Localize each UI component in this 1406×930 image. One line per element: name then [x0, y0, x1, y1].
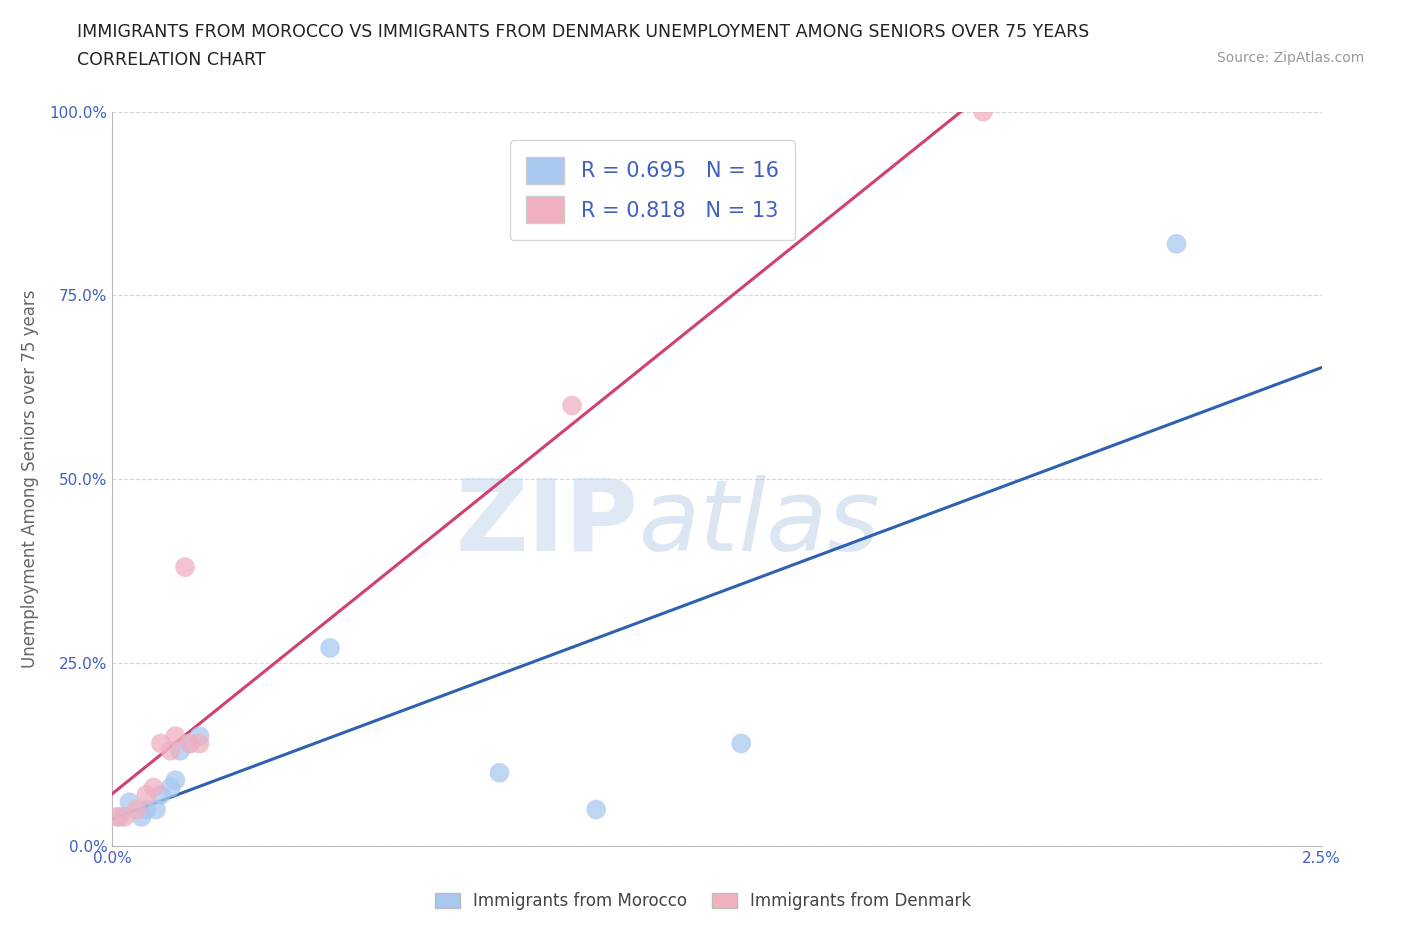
Point: [561, 398, 583, 413]
Legend: R = 0.695   N = 16, R = 0.818   N = 13: R = 0.695 N = 16, R = 0.818 N = 13: [510, 140, 796, 240]
Point: [159, 743, 181, 758]
Point: [135, 802, 157, 817]
Point: [149, 788, 172, 803]
Point: [585, 802, 607, 817]
Point: [145, 802, 167, 817]
Text: Source: ZipAtlas.com: Source: ZipAtlas.com: [1216, 51, 1364, 65]
Point: [188, 729, 211, 744]
Legend: Immigrants from Morocco, Immigrants from Denmark: Immigrants from Morocco, Immigrants from…: [427, 885, 979, 917]
Point: [142, 780, 165, 795]
Point: [179, 736, 201, 751]
Point: [179, 736, 201, 751]
Point: [118, 795, 141, 810]
Point: [135, 788, 157, 803]
Point: [165, 773, 187, 788]
Point: [488, 765, 510, 780]
Point: [108, 809, 131, 824]
Y-axis label: Unemployment Among Seniors over 75 years: Unemployment Among Seniors over 75 years: [21, 290, 38, 668]
Text: atlas: atlas: [638, 474, 880, 572]
Point: [174, 560, 197, 575]
Text: CORRELATION CHART: CORRELATION CHART: [77, 51, 266, 69]
Point: [1166, 236, 1188, 251]
Point: [730, 736, 752, 751]
Point: [114, 809, 136, 824]
Text: IMMIGRANTS FROM MOROCCO VS IMMIGRANTS FROM DENMARK UNEMPLOYMENT AMONG SENIORS OV: IMMIGRANTS FROM MOROCCO VS IMMIGRANTS FR…: [77, 23, 1090, 41]
Point: [319, 641, 342, 656]
Point: [131, 809, 153, 824]
Point: [169, 743, 191, 758]
Point: [165, 729, 187, 744]
Point: [149, 736, 172, 751]
Point: [188, 736, 211, 751]
Point: [125, 802, 148, 817]
Point: [105, 809, 128, 824]
Point: [972, 104, 994, 119]
Text: ZIP: ZIP: [456, 474, 638, 572]
Point: [159, 780, 181, 795]
